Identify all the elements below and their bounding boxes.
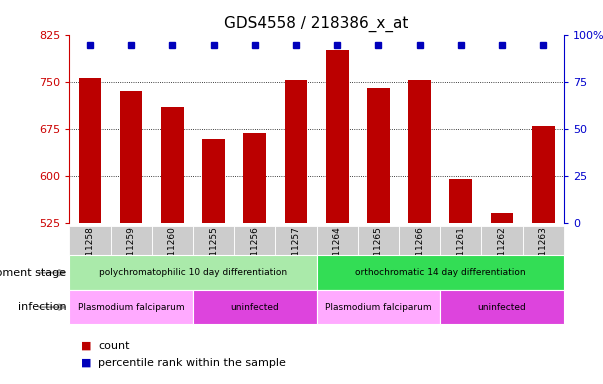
Bar [78,78,101,223]
Text: GSM611259: GSM611259 [127,227,136,281]
Bar [532,126,555,223]
Text: uninfected: uninfected [478,303,526,312]
Text: GSM611264: GSM611264 [333,227,342,281]
Text: Plasmodium falciparum: Plasmodium falciparum [325,303,432,312]
Bar [326,50,349,223]
Bar [317,255,564,290]
Text: GSM611256: GSM611256 [250,227,259,281]
Bar [276,226,317,286]
Bar [491,214,513,223]
Text: GSM611263: GSM611263 [538,227,548,281]
Bar [399,226,440,286]
Bar [285,80,308,223]
Bar [69,255,317,290]
Text: GSM611257: GSM611257 [291,227,300,281]
Bar [234,226,276,286]
Text: percentile rank within the sample: percentile rank within the sample [98,358,286,368]
Bar [358,226,399,286]
Text: GSM611265: GSM611265 [374,227,383,281]
Text: uninfected: uninfected [230,303,279,312]
Text: GSM611255: GSM611255 [209,227,218,281]
Bar [317,226,358,286]
Text: development stage: development stage [0,268,66,278]
Bar [193,226,234,286]
Bar [193,290,317,324]
Text: GSM611261: GSM611261 [456,227,466,281]
Text: count: count [98,341,130,351]
Bar [449,179,472,223]
Bar [317,290,440,324]
Text: ■: ■ [81,341,92,351]
Bar [110,226,152,286]
Text: GSM611258: GSM611258 [86,227,95,281]
Bar [367,88,390,223]
Text: GSM611262: GSM611262 [497,227,507,281]
Text: infection: infection [17,302,66,312]
Title: GDS4558 / 218386_x_at: GDS4558 / 218386_x_at [224,16,409,32]
Text: ■: ■ [81,358,92,368]
Bar [161,107,184,223]
Bar [152,226,193,286]
Text: Plasmodium falciparum: Plasmodium falciparum [78,303,185,312]
Bar [120,91,142,223]
Bar [440,226,481,286]
Bar [244,133,266,223]
Bar [202,139,225,223]
Text: orthochromatic 14 day differentiation: orthochromatic 14 day differentiation [355,268,525,277]
Text: GSM611260: GSM611260 [168,227,177,281]
Bar [69,290,193,324]
Bar [481,226,523,286]
Text: polychromatophilic 10 day differentiation: polychromatophilic 10 day differentiatio… [99,268,287,277]
Text: GSM611266: GSM611266 [415,227,424,281]
Bar [523,226,564,286]
Bar [440,290,564,324]
Bar [69,226,110,286]
Bar [408,80,431,223]
